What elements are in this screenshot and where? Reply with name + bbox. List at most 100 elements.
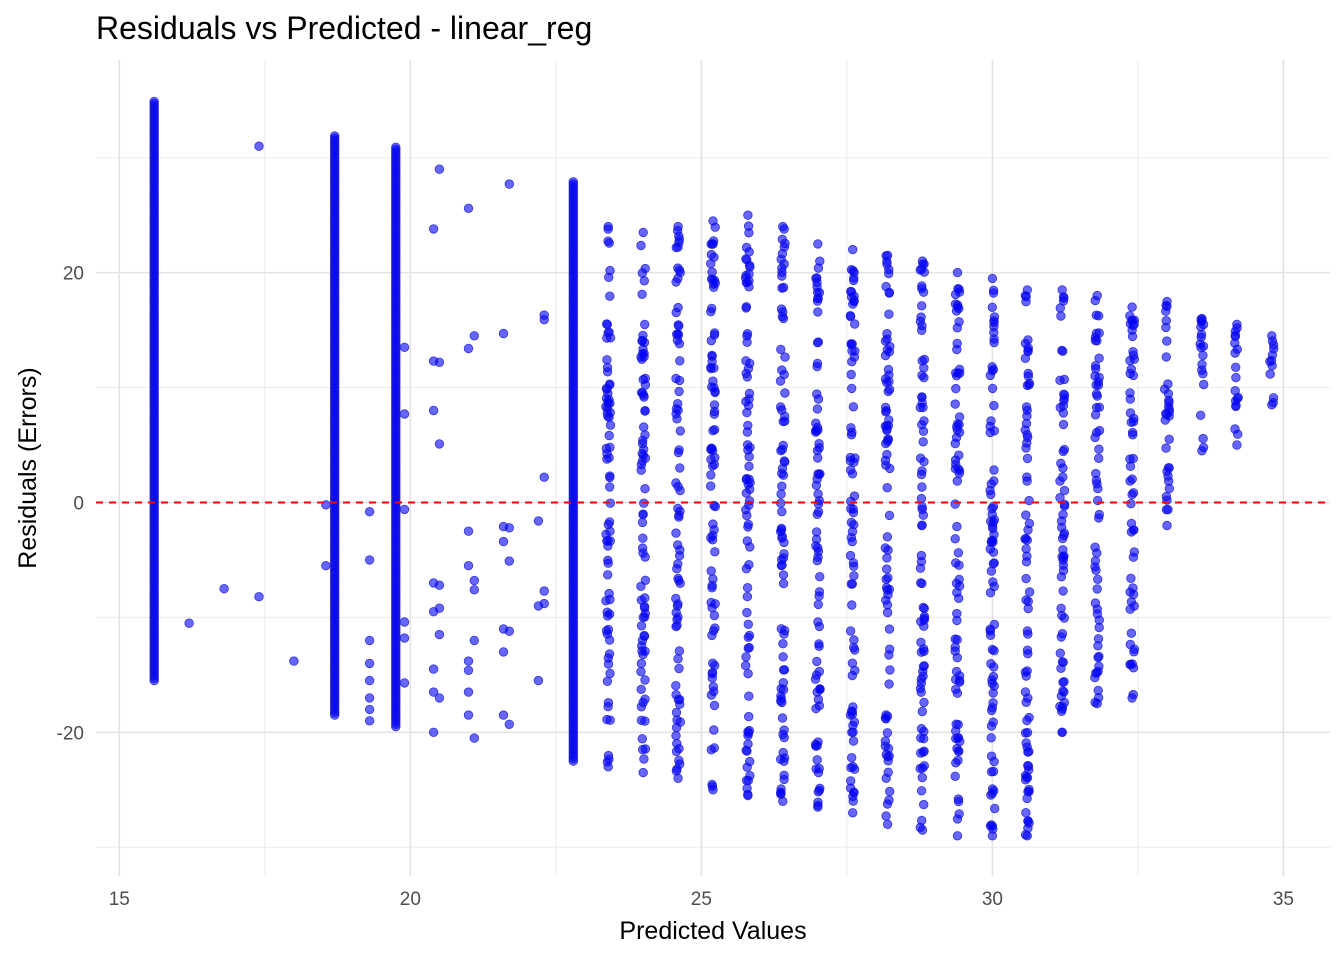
data-point xyxy=(780,352,790,362)
data-point xyxy=(954,671,965,681)
data-point xyxy=(434,164,445,174)
data-point xyxy=(463,343,474,354)
data-point xyxy=(1021,808,1031,818)
data-point xyxy=(603,555,613,566)
data-point xyxy=(1059,393,1069,404)
data-point xyxy=(881,281,891,292)
data-point xyxy=(1198,379,1209,390)
data-point xyxy=(603,224,613,234)
data-point xyxy=(636,658,647,669)
data-point xyxy=(883,545,893,555)
data-point xyxy=(954,560,964,570)
data-point xyxy=(1023,747,1033,757)
data-point xyxy=(602,676,613,687)
data-point xyxy=(707,669,718,679)
data-point xyxy=(254,141,264,151)
data-point xyxy=(846,287,857,297)
data-point xyxy=(988,501,999,512)
data-point xyxy=(330,131,340,141)
data-point xyxy=(1090,361,1101,371)
data-point xyxy=(813,800,823,811)
data-point xyxy=(744,496,755,506)
data-point xyxy=(987,366,998,376)
data-point xyxy=(709,282,719,293)
data-point xyxy=(882,607,893,618)
data-point xyxy=(989,465,999,475)
data-point xyxy=(469,575,480,586)
data-point xyxy=(848,402,859,412)
data-point xyxy=(814,639,824,649)
data-point xyxy=(1164,434,1174,445)
data-point xyxy=(1195,339,1205,349)
data-point xyxy=(1232,429,1243,439)
data-point xyxy=(637,641,647,651)
data-point xyxy=(1128,689,1138,700)
data-point xyxy=(883,756,893,766)
data-point xyxy=(884,510,895,521)
data-point xyxy=(850,645,860,655)
data-point xyxy=(434,439,445,449)
data-point xyxy=(1094,444,1104,454)
data-point xyxy=(918,437,928,447)
data-point xyxy=(742,510,752,521)
data-point xyxy=(605,379,615,389)
data-point xyxy=(674,663,684,674)
data-point xyxy=(743,775,754,786)
data-point xyxy=(671,707,682,718)
data-point xyxy=(989,515,1000,525)
data-point xyxy=(640,716,650,726)
data-point xyxy=(885,463,895,474)
data-point xyxy=(1055,493,1065,503)
data-point xyxy=(673,540,683,550)
data-point xyxy=(1267,361,1277,371)
data-point xyxy=(1232,440,1242,450)
data-point xyxy=(1128,417,1139,427)
data-point xyxy=(778,440,788,451)
data-point xyxy=(1090,542,1100,552)
data-point xyxy=(952,476,963,486)
data-points xyxy=(149,96,1279,841)
data-point xyxy=(744,452,754,462)
data-point xyxy=(1129,354,1140,364)
data-point xyxy=(710,222,720,232)
data-point xyxy=(707,583,717,593)
data-point xyxy=(1198,350,1208,361)
data-point xyxy=(744,711,754,722)
data-point xyxy=(709,725,719,735)
data-point xyxy=(640,575,651,586)
data-point xyxy=(672,225,683,236)
data-point xyxy=(775,402,786,412)
data-point xyxy=(1020,425,1030,435)
data-point xyxy=(884,309,894,319)
data-point xyxy=(604,272,614,283)
data-point xyxy=(428,727,439,738)
data-point xyxy=(742,536,753,546)
data-point xyxy=(776,304,787,314)
data-point xyxy=(636,240,646,251)
data-point xyxy=(881,574,891,585)
data-point xyxy=(1090,332,1101,343)
data-point xyxy=(918,510,929,520)
data-point xyxy=(848,808,858,818)
data-point xyxy=(743,210,753,220)
y-tick-label: 20 xyxy=(63,264,84,285)
data-point xyxy=(1024,786,1034,797)
data-point xyxy=(776,624,787,634)
data-point xyxy=(952,814,963,824)
data-point xyxy=(640,744,651,754)
data-point xyxy=(1093,693,1104,703)
data-point xyxy=(675,485,685,496)
data-point xyxy=(399,633,410,643)
data-point xyxy=(673,329,683,339)
data-point xyxy=(918,747,929,757)
data-point xyxy=(741,652,751,662)
data-point xyxy=(744,228,754,238)
data-point xyxy=(674,445,684,455)
data-point xyxy=(916,616,926,627)
data-point xyxy=(953,548,964,558)
data-point xyxy=(917,706,928,717)
data-point xyxy=(815,256,825,266)
data-point xyxy=(1059,374,1070,385)
data-point xyxy=(219,584,229,594)
data-point xyxy=(986,733,996,743)
